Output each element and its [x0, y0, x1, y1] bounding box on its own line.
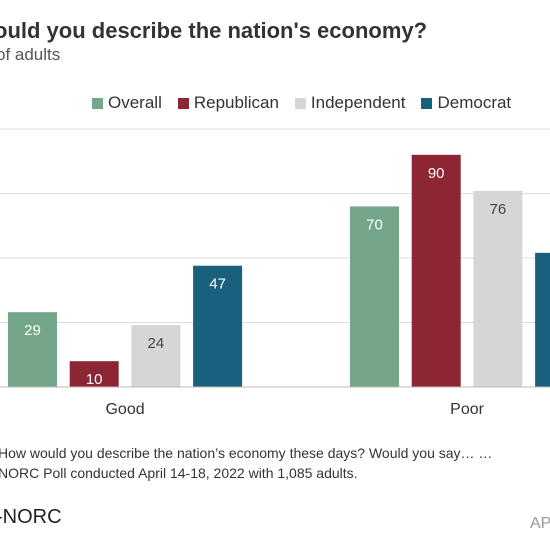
x-tick-label-good: Good — [105, 401, 144, 418]
legend-label-overall: Overall — [108, 93, 162, 112]
norc-logo: -NORC — [0, 506, 62, 529]
legend-label-democrat: Democrat — [437, 93, 512, 112]
question-note: How would you describe the nation’s econ… — [0, 445, 493, 461]
legend-swatch-overall — [92, 97, 103, 109]
x-tick-label-poor: Poor — [450, 401, 484, 418]
data-label-good-republican: 10 — [86, 371, 103, 388]
bar-poor-republican — [411, 154, 461, 387]
data-label-good-overall: 29 — [24, 322, 41, 339]
legend-label-independent: Independent — [310, 93, 406, 112]
chart-subtitle: of adults — [0, 45, 61, 64]
chart-title: ould you describe the nation's economy? — [0, 18, 428, 43]
bar-good-democrat — [193, 265, 243, 387]
data-label-poor-overall: 70 — [366, 216, 383, 233]
legend-item-independent: Independent — [294, 93, 406, 113]
ap-credit: AP — [530, 515, 550, 532]
legend-swatch-independent — [294, 97, 306, 109]
legend-item-overall: Overall — [92, 93, 162, 113]
legend-label-republican: Republican — [193, 93, 279, 112]
data-label-poor-independent: 76 — [490, 201, 507, 218]
bar-poor-independent — [473, 190, 523, 387]
source-note: NORC Poll conducted April 14-18, 2022 wi… — [0, 465, 358, 481]
logo-text: NORC — [2, 506, 62, 528]
bar-poor-overall — [350, 206, 399, 387]
legend-item-republican: Republican — [177, 93, 279, 113]
bar-good-independent — [131, 325, 181, 387]
legend-item-democrat: Democrat — [421, 93, 511, 113]
data-label-poor-republican: 90 — [428, 165, 445, 182]
bar-good-overall — [8, 312, 57, 387]
data-label-good-independent: 24 — [148, 335, 165, 352]
legend-swatch-democrat — [421, 97, 433, 109]
bar-poor-democrat — [535, 252, 550, 387]
legend: Overall Republican Independent Democrat — [92, 93, 527, 113]
bar-good-republican — [69, 361, 119, 387]
legend-swatch-republican — [177, 97, 189, 109]
data-label-good-democrat: 47 — [209, 276, 226, 293]
